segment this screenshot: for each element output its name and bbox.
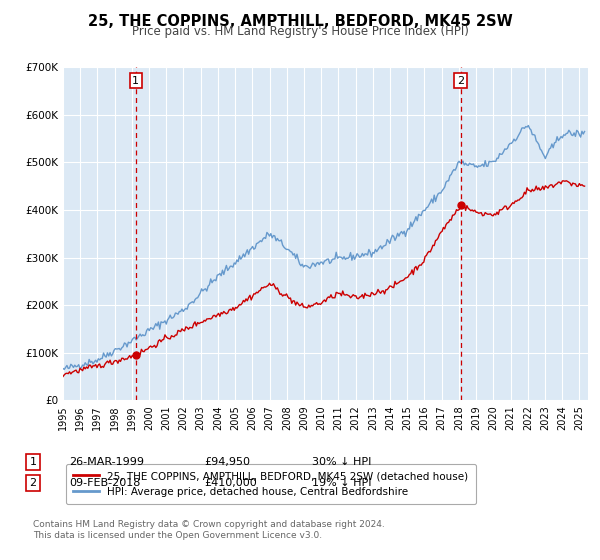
- Text: 2: 2: [457, 76, 464, 86]
- Text: 30% ↓ HPI: 30% ↓ HPI: [312, 457, 371, 467]
- Text: 1: 1: [133, 76, 139, 86]
- Text: 19% ↓ HPI: 19% ↓ HPI: [312, 478, 371, 488]
- Text: £94,950: £94,950: [204, 457, 250, 467]
- Text: 25, THE COPPINS, AMPTHILL, BEDFORD, MK45 2SW: 25, THE COPPINS, AMPTHILL, BEDFORD, MK45…: [88, 14, 512, 29]
- Text: 09-FEB-2018: 09-FEB-2018: [69, 478, 140, 488]
- Text: £410,000: £410,000: [204, 478, 257, 488]
- Text: Contains HM Land Registry data © Crown copyright and database right 2024.
This d: Contains HM Land Registry data © Crown c…: [33, 520, 385, 540]
- Legend: 25, THE COPPINS, AMPTHILL, BEDFORD, MK45 2SW (detached house), HPI: Average pric: 25, THE COPPINS, AMPTHILL, BEDFORD, MK45…: [65, 464, 476, 504]
- Text: 26-MAR-1999: 26-MAR-1999: [69, 457, 144, 467]
- Text: 1: 1: [29, 457, 37, 467]
- Text: 2: 2: [29, 478, 37, 488]
- Text: Price paid vs. HM Land Registry's House Price Index (HPI): Price paid vs. HM Land Registry's House …: [131, 25, 469, 38]
